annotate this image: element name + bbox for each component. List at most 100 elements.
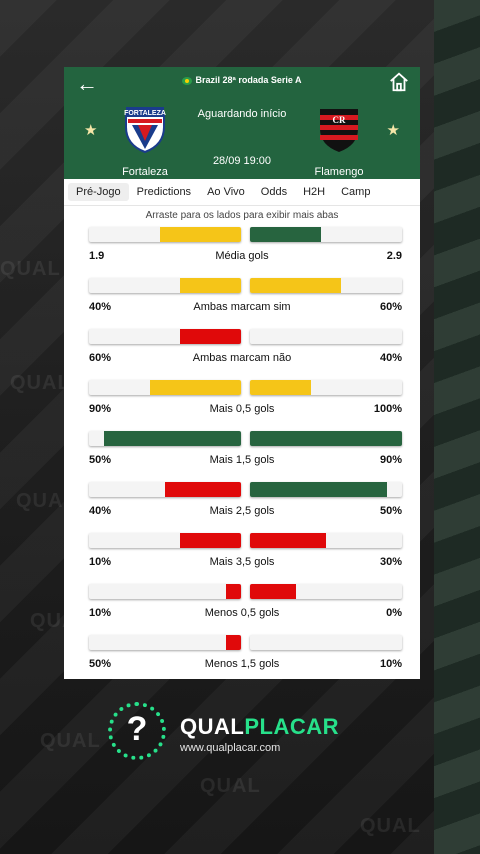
stat-home-value: 60% bbox=[89, 352, 112, 364]
stat-row: 60% Ambas marcam não 40% bbox=[64, 326, 420, 377]
qualplacar-logo-icon: ? bbox=[108, 702, 166, 760]
stat-fill-home bbox=[149, 380, 241, 395]
stat-home-value: 50% bbox=[89, 454, 112, 466]
home-team[interactable]: FORTALEZA Fortaleza bbox=[110, 105, 180, 178]
home-icon[interactable] bbox=[388, 71, 410, 93]
stat-label: Média gols bbox=[215, 250, 269, 262]
favorite-away-star-icon[interactable]: ★ bbox=[386, 122, 400, 139]
stat-home-value: 40% bbox=[89, 301, 112, 313]
watermark: QUAL bbox=[360, 815, 421, 837]
svg-text:CR: CR bbox=[333, 115, 346, 125]
brand-name: QUALPLACAR bbox=[180, 714, 339, 739]
away-team-name: Flamengo bbox=[314, 166, 364, 178]
stat-bar-home bbox=[89, 431, 241, 446]
tab-odds[interactable]: Odds bbox=[260, 186, 288, 198]
tab-campeonato[interactable]: Camp bbox=[341, 186, 371, 198]
stat-row: 1.9 Média gols 2.9 bbox=[64, 224, 420, 275]
stat-bar-away bbox=[250, 482, 402, 497]
stat-away-value: 60% bbox=[379, 301, 402, 313]
brazil-flag-icon bbox=[182, 76, 193, 85]
flamengo-crest-icon: CR bbox=[320, 109, 358, 152]
stat-bar-home bbox=[89, 584, 241, 599]
brand-url: www.qualplacar.com bbox=[180, 742, 281, 754]
league-label: Brazil 28ª rodada Serie A bbox=[195, 75, 302, 85]
stat-fill-home bbox=[180, 278, 241, 293]
stat-fill-away bbox=[250, 533, 326, 548]
swipe-hint: Arraste para os lados para exibir mais a… bbox=[145, 210, 339, 221]
tab-h2h[interactable]: H2H bbox=[303, 186, 326, 198]
stat-home-value: 90% bbox=[89, 403, 112, 415]
stat-away-value: 100% bbox=[373, 403, 402, 415]
stat-bar-away bbox=[250, 584, 402, 599]
stat-fill-away bbox=[250, 482, 387, 497]
stat-label: Mais 1,5 gols bbox=[209, 454, 275, 466]
tab-predictions[interactable]: Predictions bbox=[136, 186, 192, 198]
stat-home-value: 1.9 bbox=[89, 250, 105, 262]
stats-list: 1.9 Média gols 2.9 40% Ambas marcam sim … bbox=[64, 224, 420, 679]
stat-row: 40% Mais 2,5 gols 50% bbox=[64, 479, 420, 530]
stat-bar-away bbox=[250, 329, 402, 344]
stat-bar-home bbox=[89, 533, 241, 548]
stat-fill-home bbox=[165, 482, 241, 497]
tab-pre-jogo[interactable]: Pré-Jogo bbox=[68, 183, 129, 201]
stat-bar-away bbox=[250, 533, 402, 548]
brand-footer: ? QUALPLACAR www.qualplacar.com bbox=[108, 702, 388, 766]
stat-fill-home bbox=[180, 329, 241, 344]
stat-away-value: 30% bbox=[379, 556, 402, 568]
tab-bar: Pré-Jogo Predictions Ao Vivo Odds H2H Ca… bbox=[64, 179, 420, 206]
stat-label: Mais 3,5 gols bbox=[209, 556, 275, 568]
stat-home-value: 50% bbox=[89, 658, 112, 670]
match-status: Aguardando início bbox=[197, 108, 287, 120]
stat-fill-home bbox=[225, 635, 241, 650]
stat-label: Ambas marcam não bbox=[192, 352, 292, 364]
stat-home-value: 10% bbox=[89, 556, 112, 568]
fortaleza-crest-icon: FORTALEZA bbox=[124, 107, 166, 154]
stat-fill-home bbox=[104, 431, 241, 446]
league-title: Brazil 28ª rodada Serie A bbox=[64, 75, 420, 85]
stat-row: 90% Mais 0,5 gols 100% bbox=[64, 377, 420, 428]
stat-label: Mais 0,5 gols bbox=[209, 403, 275, 415]
stat-row: 50% Menos 1,5 gols 10% bbox=[64, 632, 420, 679]
stat-away-value: 40% bbox=[379, 352, 402, 364]
home-team-name: Fortaleza bbox=[122, 166, 168, 178]
stat-bar-away bbox=[250, 278, 402, 293]
stat-label: Ambas marcam sim bbox=[193, 301, 291, 313]
stat-row: 50% Mais 1,5 gols 90% bbox=[64, 428, 420, 479]
watermark: QUAL bbox=[10, 372, 71, 394]
stat-row: 40% Ambas marcam sim 60% bbox=[64, 275, 420, 326]
stat-bar-home bbox=[89, 482, 241, 497]
stat-bar-home bbox=[89, 329, 241, 344]
match-card: ← Brazil 28ª rodada Serie A ★ ★ FORTALEZ… bbox=[64, 67, 420, 679]
back-arrow-icon[interactable]: ← bbox=[76, 71, 98, 96]
stat-label: Menos 0,5 gols bbox=[204, 607, 280, 619]
crest-text: FORTALEZA bbox=[124, 110, 166, 117]
stat-away-value: 90% bbox=[379, 454, 402, 466]
favorite-home-star-icon[interactable]: ★ bbox=[84, 122, 98, 139]
stat-bar-home bbox=[89, 278, 241, 293]
stat-row: 10% Menos 0,5 gols 0% bbox=[64, 581, 420, 632]
stat-fill-away bbox=[250, 227, 322, 242]
stat-bar-away bbox=[250, 635, 402, 650]
tab-ao-vivo[interactable]: Ao Vivo bbox=[207, 186, 245, 198]
stat-home-value: 10% bbox=[89, 607, 112, 619]
away-team[interactable]: CR Flamengo bbox=[304, 105, 374, 178]
stat-away-value: 50% bbox=[379, 505, 402, 517]
stat-away-value: 0% bbox=[386, 607, 402, 619]
stat-fill-away bbox=[250, 380, 311, 395]
watermark: QUAL bbox=[40, 730, 101, 752]
stat-away-value: 2.9 bbox=[386, 250, 402, 262]
background-stripe bbox=[434, 0, 480, 854]
stat-bar-away bbox=[250, 227, 402, 242]
match-header: ← Brazil 28ª rodada Serie A ★ ★ FORTALEZ… bbox=[64, 67, 420, 179]
watermark: QUAL bbox=[0, 258, 61, 280]
stat-bar-home bbox=[89, 227, 241, 242]
watermark: QUAL bbox=[200, 775, 261, 797]
stat-bar-away bbox=[250, 380, 402, 395]
stat-bar-away bbox=[250, 431, 402, 446]
stat-fill-away bbox=[250, 584, 296, 599]
stat-label: Mais 2,5 gols bbox=[209, 505, 275, 517]
match-datetime: 28/09 19:00 bbox=[212, 155, 272, 167]
stat-fill-home bbox=[160, 227, 241, 242]
stat-fill-away bbox=[250, 431, 402, 446]
stat-fill-home bbox=[180, 533, 241, 548]
